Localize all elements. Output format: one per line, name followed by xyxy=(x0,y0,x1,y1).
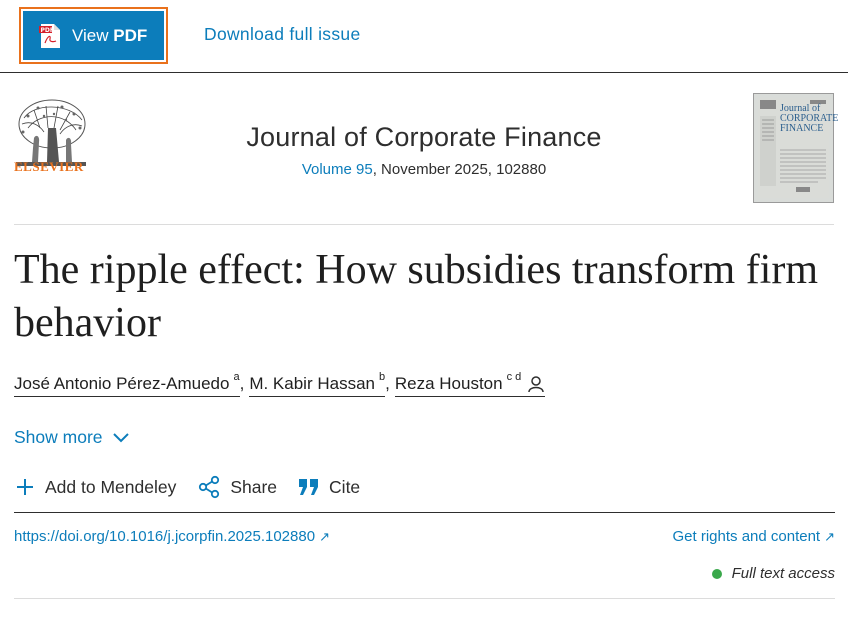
external-arrow-icon: ↗ xyxy=(319,529,330,544)
author-name: José Antonio Pérez-Amuedo xyxy=(14,374,230,393)
add-to-mendeley-label: Add to Mendeley xyxy=(45,476,177,497)
author-separator: , xyxy=(239,374,245,393)
publisher-wordmark: ELSEVIER xyxy=(14,159,84,174)
author-affiliation-mark: c d xyxy=(506,371,522,383)
quote-icon xyxy=(299,479,319,495)
author-separator: , xyxy=(385,374,390,393)
journal-issue-info: Volume 95, November 2025, 102880 xyxy=(14,161,834,178)
cover-title-line-2: CORPORATE xyxy=(780,113,839,124)
download-full-issue-link[interactable]: Download full issue xyxy=(204,24,361,44)
external-arrow-icon: ↗ xyxy=(824,529,835,544)
section-divider xyxy=(14,512,835,513)
journal-title[interactable]: Journal of Corporate Finance xyxy=(246,122,602,152)
show-more-toggle[interactable]: Show more xyxy=(14,427,130,448)
author-name: M. Kabir Hassan xyxy=(249,374,375,393)
share-button[interactable]: Share xyxy=(197,475,277,499)
volume-link[interactable]: Volume 95 xyxy=(301,161,373,178)
person-icon xyxy=(528,376,545,393)
share-label: Share xyxy=(230,476,278,497)
top-toolbar: PDF View PDF Download full issue xyxy=(0,0,848,73)
view-pdf-label: View PDF xyxy=(72,25,148,45)
author-link[interactable]: José Antonio Pérez-Amuedo a xyxy=(14,371,240,397)
bottom-divider xyxy=(14,598,835,599)
pdf-file-icon: PDF xyxy=(39,23,60,48)
svg-text:PDF: PDF xyxy=(41,27,54,34)
cover-title-line-1: Journal of xyxy=(780,103,821,114)
plus-icon xyxy=(17,479,33,495)
get-rights-link[interactable]: Get rights and content ↗ xyxy=(673,528,836,545)
access-status: Full text access xyxy=(711,565,835,582)
access-status-dot-icon xyxy=(711,568,722,579)
cover-art xyxy=(758,98,829,198)
cite-label: Cite xyxy=(329,476,361,497)
chevron-down-icon xyxy=(112,432,129,442)
author-list: José Antonio Pérez-Amuedo a, M. Kabir Has… xyxy=(14,371,546,397)
author-link[interactable]: Reza Houston c d xyxy=(394,371,546,397)
cover-journal-name: Journal of CORPORATE FINANCE xyxy=(780,103,839,134)
doi-link[interactable]: https://doi.org/10.1016/j.jcorpfin.2025.… xyxy=(14,528,330,545)
rights-text: Get rights and content xyxy=(672,528,821,545)
article-title: The ripple effect: How subsidies transfo… xyxy=(14,247,819,346)
author-affiliation-mark: b xyxy=(379,371,386,383)
author-name: Reza Houston xyxy=(394,374,503,393)
journal-header: ELSEVIER Journal of Corporate Finance Vo… xyxy=(14,73,839,225)
add-to-mendeley-button[interactable]: Add to Mendeley xyxy=(14,476,176,498)
issue-details: , November 2025, 102880 xyxy=(372,161,547,178)
doi-text: https://doi.org/10.1016/j.jcorpfin.2025.… xyxy=(14,528,316,545)
view-pdf-button-fill[interactable]: PDF View PDF xyxy=(23,11,164,60)
journal-cover-thumbnail[interactable]: Journal of CORPORATE FINANCE xyxy=(753,93,839,203)
view-pdf-button[interactable]: PDF View PDF xyxy=(19,7,168,64)
access-status-label: Full text access xyxy=(731,565,835,582)
show-more-label: Show more xyxy=(14,427,103,447)
cite-button[interactable]: Cite xyxy=(298,477,360,498)
elsevier-tree-logo[interactable] xyxy=(14,93,87,175)
article-actions: Add to Mendeley Share Cite xyxy=(14,475,381,499)
cover-title-line-3: FINANCE xyxy=(780,123,824,134)
author-link[interactable]: M. Kabir Hassan b xyxy=(249,371,386,397)
author-affiliation-mark: a xyxy=(233,371,240,383)
share-icon xyxy=(199,475,220,499)
